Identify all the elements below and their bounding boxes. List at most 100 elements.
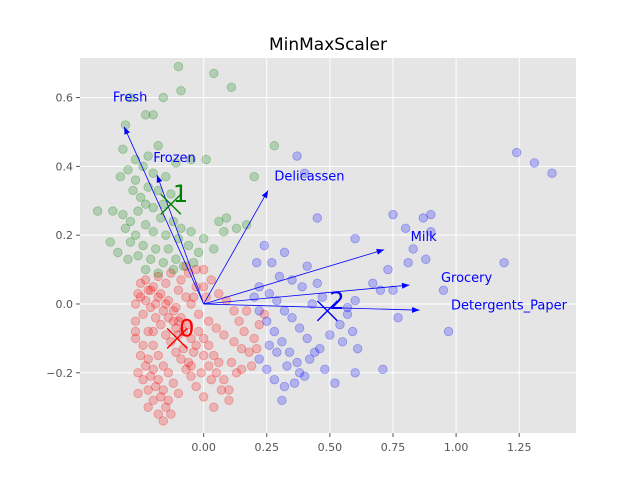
data-point-cluster-0	[186, 299, 196, 309]
loading-arrowhead	[401, 282, 410, 289]
data-point-cluster-1	[130, 230, 141, 240]
data-point-cluster-2	[342, 302, 353, 313]
data-point-cluster-2	[254, 354, 264, 364]
data-point-cluster-1	[201, 154, 211, 165]
data-point-cluster-0	[133, 388, 143, 399]
data-point-cluster-1	[133, 251, 143, 261]
data-point-cluster-1	[118, 144, 128, 154]
data-point-cluster-1	[183, 240, 194, 251]
loading-label-fresh: Fresh	[113, 91, 148, 106]
data-point-cluster-2	[279, 247, 290, 258]
data-point-cluster-1	[153, 141, 163, 151]
data-point-cluster-2	[279, 306, 290, 316]
data-point-cluster-0	[193, 326, 204, 337]
data-point-cluster-0	[178, 344, 189, 354]
loading-arrow-delicassen	[203, 190, 269, 305]
data-point-cluster-2	[277, 337, 287, 347]
data-point-cluster-0	[216, 385, 227, 395]
data-point-cluster-0	[143, 402, 153, 412]
data-point-cluster-0	[166, 337, 176, 347]
data-point-cluster-0	[158, 416, 168, 426]
data-point-cluster-0	[226, 357, 237, 368]
data-point-cluster-0	[151, 299, 161, 309]
loading-arrowhead	[124, 126, 130, 135]
data-point-cluster-2	[325, 330, 335, 340]
data-point-cluster-0	[158, 361, 168, 371]
data-point-cluster-2	[499, 258, 509, 268]
data-point-cluster-0	[236, 364, 247, 375]
data-point-cluster-0	[166, 268, 176, 278]
data-point-cluster-2	[426, 227, 436, 237]
data-point-cluster-2	[302, 261, 312, 271]
data-point-cluster-2	[272, 347, 282, 357]
data-point-cluster-1	[153, 268, 163, 278]
data-point-cluster-2	[511, 147, 522, 158]
data-point-cluster-0	[156, 319, 166, 330]
data-point-cluster-0	[163, 295, 174, 306]
data-point-cluster-0	[186, 371, 196, 381]
data-point-cluster-2	[393, 313, 403, 323]
data-point-cluster-2	[274, 271, 285, 282]
data-point-cluster-0	[163, 395, 174, 406]
data-point-cluster-0	[140, 361, 151, 371]
y-tick-label: 0.0	[56, 298, 74, 311]
data-point-cluster-0	[191, 264, 201, 275]
data-point-cluster-2	[287, 275, 297, 285]
chart-title: MinMaxScaler	[269, 35, 387, 55]
data-point-cluster-1	[140, 110, 151, 120]
data-point-cluster-2	[350, 295, 360, 306]
data-point-cluster-2	[315, 344, 325, 354]
data-point-cluster-1	[214, 216, 224, 227]
data-point-cluster-1	[123, 254, 133, 264]
data-point-cluster-1	[140, 264, 151, 275]
data-point-cluster-2	[443, 326, 454, 337]
data-point-cluster-2	[259, 240, 269, 251]
data-point-cluster-2	[350, 233, 360, 244]
data-point-cluster-1	[168, 264, 179, 275]
data-point-cluster-0	[148, 395, 158, 406]
data-point-cluster-2	[383, 264, 393, 275]
data-point-cluster-1	[193, 247, 204, 258]
data-point-cluster-2	[400, 223, 411, 233]
data-point-cluster-0	[168, 316, 179, 326]
data-point-cluster-2	[292, 357, 302, 368]
data-point-cluster-2	[320, 364, 330, 375]
data-point-cluster-0	[224, 395, 234, 406]
data-point-cluster-2	[289, 378, 300, 388]
data-point-cluster-0	[135, 278, 146, 289]
data-point-cluster-0	[173, 388, 184, 399]
data-point-cluster-2	[249, 292, 259, 302]
data-point-cluster-2	[279, 381, 290, 392]
data-point-cluster-2	[269, 326, 280, 337]
data-point-cluster-0	[176, 275, 186, 285]
data-point-cluster-0	[198, 333, 209, 344]
data-point-cluster-0	[236, 344, 247, 354]
data-point-cluster-0	[153, 271, 163, 282]
loading-labels: Fresh Frozen Delicassen Milk Grocery Detergen…	[113, 91, 568, 314]
data-point-cluster-1	[166, 189, 176, 199]
data-point-cluster-0	[198, 282, 209, 292]
data-point-cluster-1	[125, 216, 136, 227]
cluster-center-marker	[166, 327, 188, 349]
data-point-cluster-1	[219, 227, 229, 237]
data-point-cluster-0	[191, 340, 201, 350]
data-point-cluster-0	[209, 402, 219, 412]
data-point-cluster-2	[547, 168, 557, 178]
loading-arrows	[123, 126, 420, 313]
data-point-cluster-0	[145, 302, 156, 313]
data-point-cluster-0	[176, 354, 186, 364]
data-point-cluster-2	[378, 364, 388, 375]
data-point-cluster-1	[105, 237, 115, 247]
cluster-centers: 0 1 2	[160, 180, 345, 349]
data-point-cluster-1	[148, 202, 158, 213]
data-point-cluster-2	[438, 285, 449, 295]
data-point-cluster-0	[148, 364, 158, 375]
data-point-cluster-0	[143, 385, 153, 395]
data-point-cluster-2	[262, 364, 272, 375]
x-tick-label: 0.00	[191, 441, 216, 454]
data-point-cluster-0	[191, 381, 201, 392]
data-point-cluster-1	[231, 223, 242, 233]
data-point-cluster-2	[304, 354, 315, 364]
data-point-cluster-0	[148, 326, 158, 337]
data-point-cluster-2	[368, 278, 378, 289]
